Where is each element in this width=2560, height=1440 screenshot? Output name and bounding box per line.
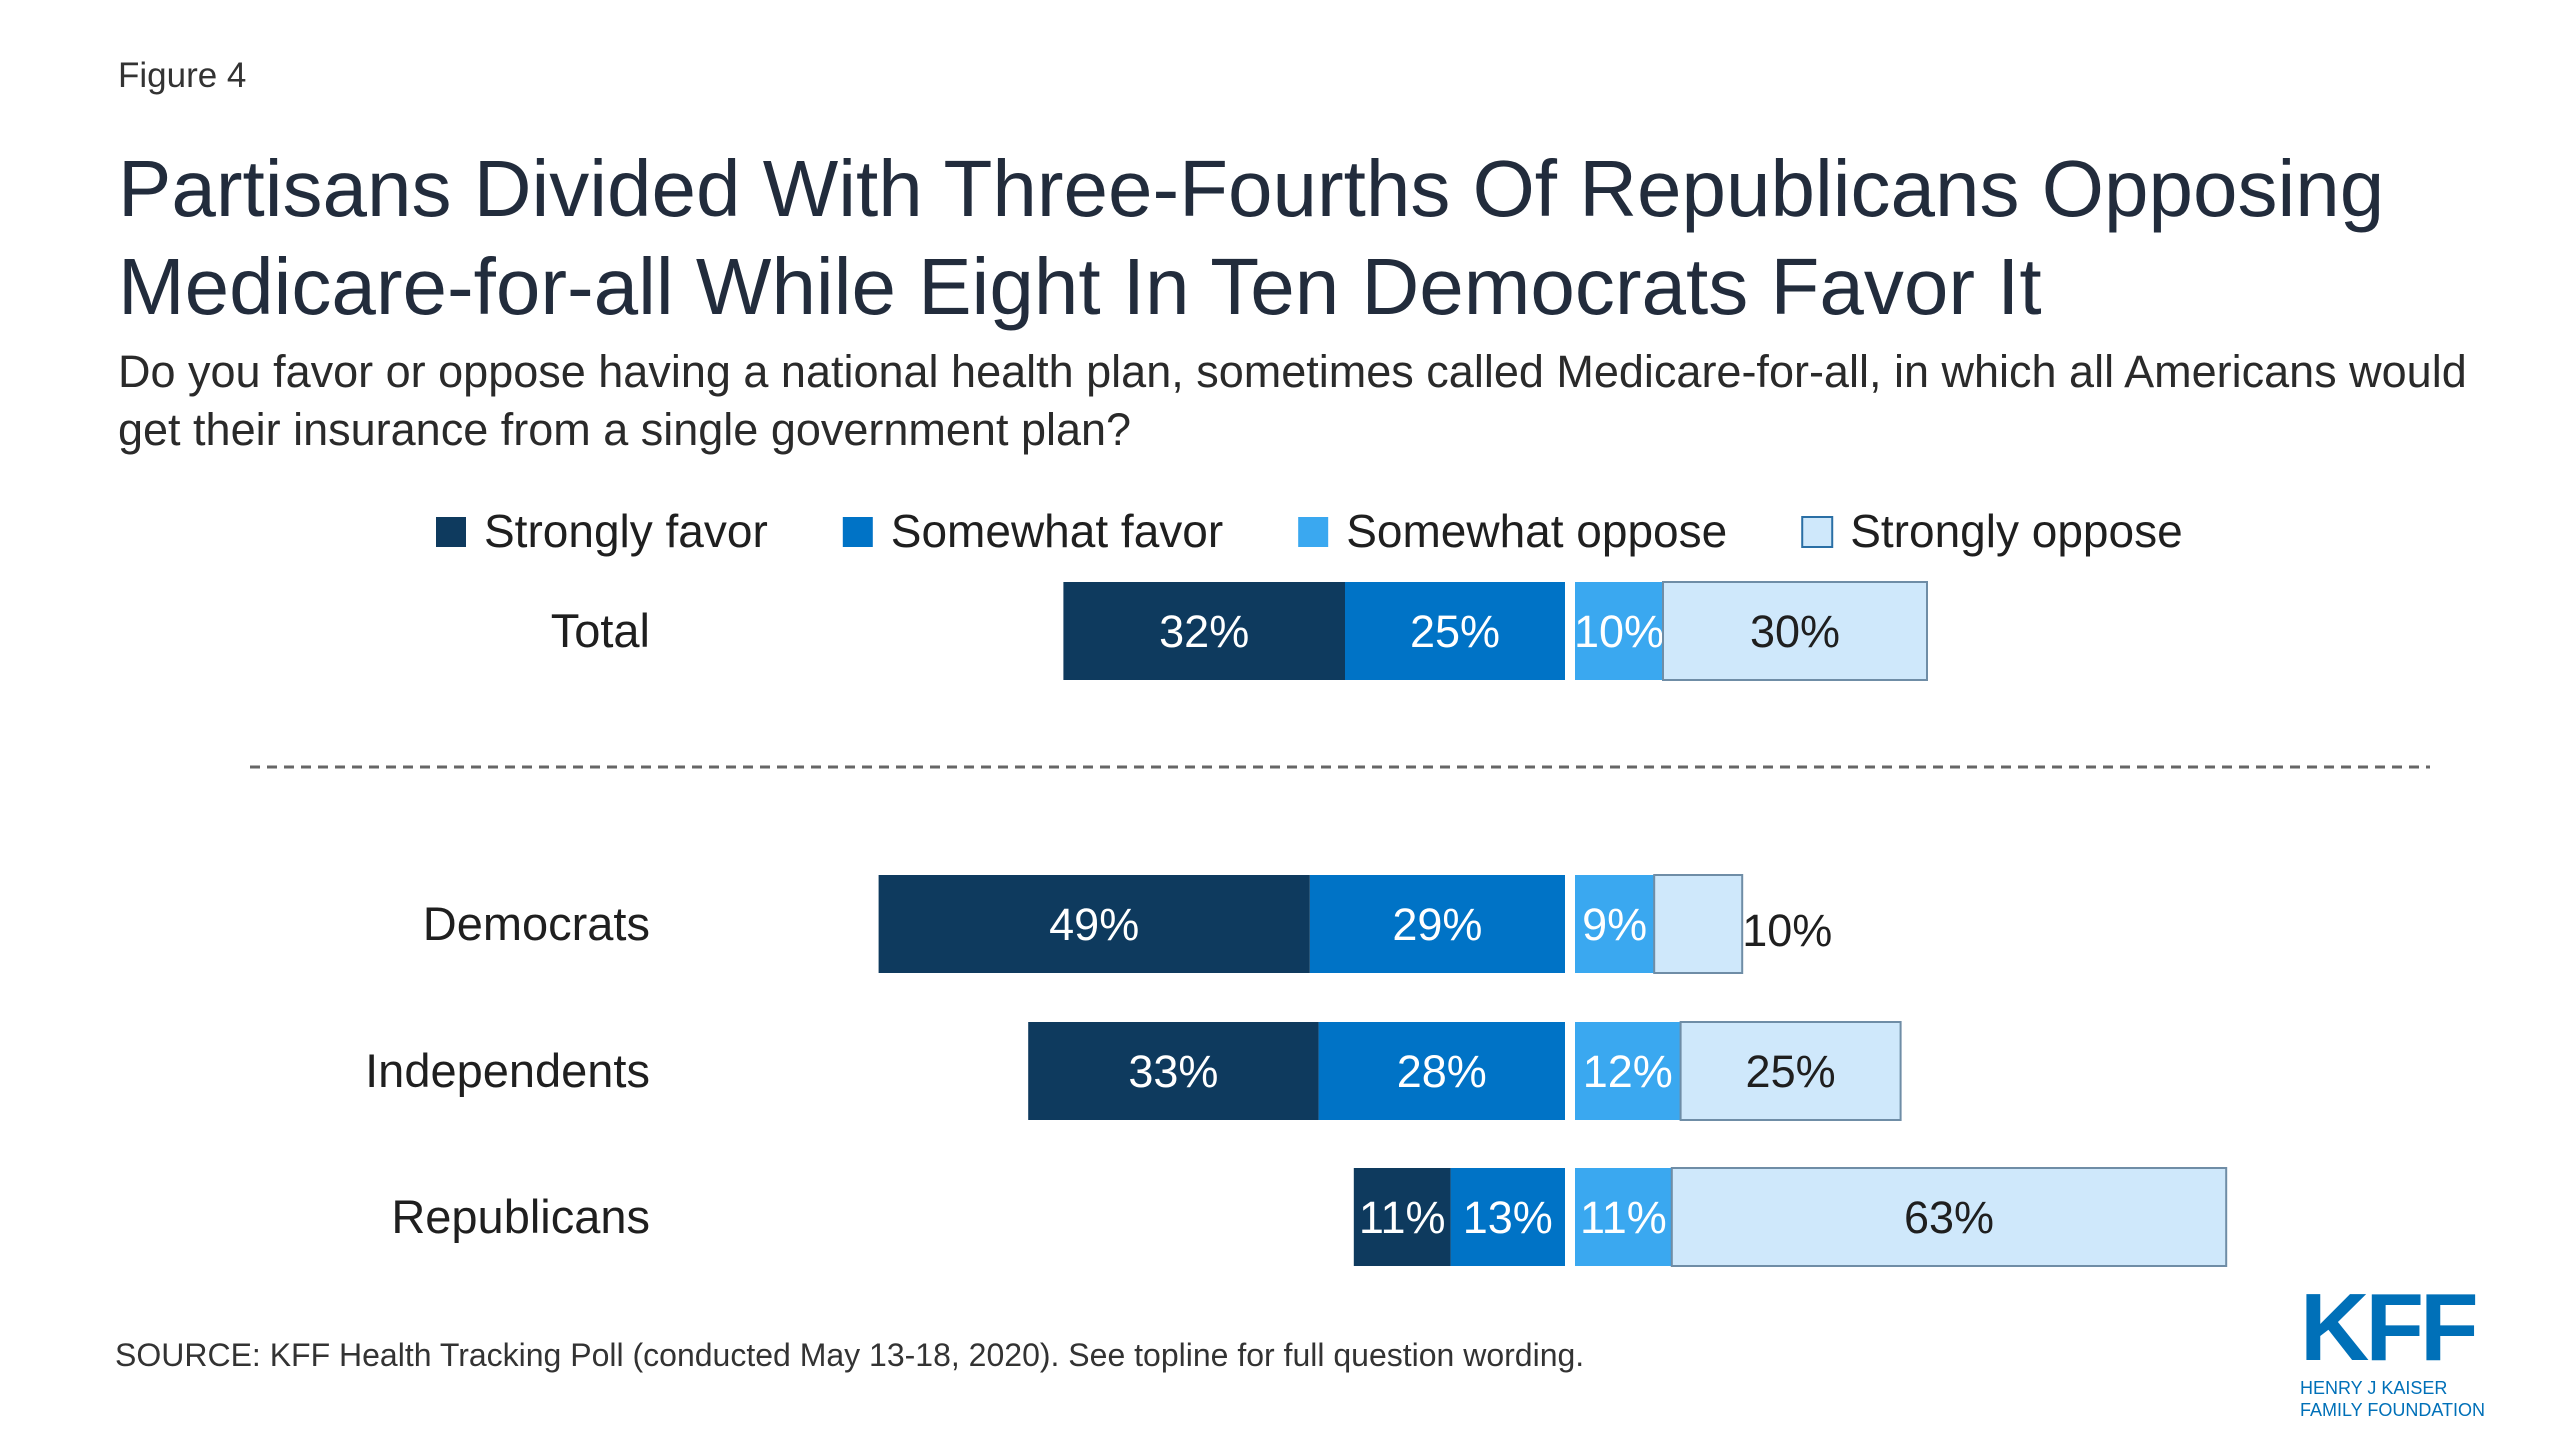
category-label-independents: Independents bbox=[365, 1044, 650, 1097]
data-label-total-strongly-favor: 32% bbox=[1159, 606, 1249, 657]
bar-democrats-somewhat-favor bbox=[1309, 875, 1565, 973]
bar-independents-somewhat-favor bbox=[1318, 1022, 1565, 1120]
data-label-democrats-somewhat-favor: 29% bbox=[1392, 899, 1482, 950]
category-label-republicans: Republicans bbox=[391, 1190, 650, 1243]
data-label-republicans-somewhat-oppose: 11% bbox=[1580, 1192, 1667, 1243]
data-label-independents-strongly-oppose: 25% bbox=[1746, 1046, 1836, 1097]
bar-total-strongly-favor bbox=[1063, 582, 1345, 680]
bar-total-strongly-oppose bbox=[1662, 581, 1928, 681]
bar-republicans-strongly-oppose bbox=[1670, 1167, 2228, 1267]
data-label-total-strongly-oppose: 30% bbox=[1750, 606, 1840, 657]
bar-independents-strongly-favor bbox=[1028, 1022, 1319, 1120]
kff-logo: KFF HENRY J KAISER FAMILY FOUNDATION bbox=[2300, 1274, 2500, 1421]
chart-title: Partisans Divided With Three-Fourths Of … bbox=[118, 144, 2385, 331]
data-label-total-somewhat-favor: 25% bbox=[1410, 606, 1500, 657]
category-label-democrats: Democrats bbox=[423, 897, 650, 950]
bar-independents-somewhat-oppose bbox=[1575, 1022, 1681, 1120]
data-label-independents-somewhat-oppose: 12% bbox=[1583, 1046, 1673, 1097]
diverging-bar-chart: Strongly favor Somewhat favor Somewhat opp… bbox=[250, 505, 2430, 1267]
data-label-independents-strongly-favor: 33% bbox=[1128, 1046, 1218, 1097]
data-label-republicans-strongly-favor: 11% bbox=[1359, 1192, 1446, 1243]
data-label-democrats-strongly-oppose: 10% bbox=[1742, 905, 1832, 956]
kff-logo-line1: HENRY J KAISER bbox=[2300, 1378, 2448, 1398]
bar-independents-strongly-oppose bbox=[1679, 1021, 1902, 1121]
bar-total-somewhat-oppose bbox=[1575, 582, 1663, 680]
legend-label-strongly-favor: Strongly favor bbox=[484, 505, 768, 557]
legend-swatch-strongly-oppose bbox=[1801, 516, 1834, 548]
bar-total-somewhat-favor bbox=[1345, 582, 1565, 680]
bar-republicans-somewhat-favor bbox=[1450, 1168, 1565, 1266]
legend-swatch-strongly-favor bbox=[436, 517, 466, 547]
data-label-total-somewhat-oppose: 10% bbox=[1574, 606, 1664, 657]
data-label-republicans-somewhat-favor: 13% bbox=[1463, 1192, 1553, 1243]
bar-republicans-strongly-favor bbox=[1353, 1168, 1451, 1266]
legend-swatch-somewhat-oppose bbox=[1298, 517, 1329, 547]
data-label-independents-somewhat-favor: 28% bbox=[1397, 1046, 1487, 1097]
data-label-democrats-somewhat-oppose: 9% bbox=[1582, 899, 1647, 950]
legend-label-somewhat-favor: Somewhat favor bbox=[891, 505, 1223, 557]
bar-democrats-somewhat-oppose bbox=[1575, 875, 1655, 973]
kff-logo-line2: FAMILY FOUNDATION bbox=[2300, 1400, 2486, 1420]
data-label-republicans-strongly-oppose: 63% bbox=[1904, 1192, 1994, 1243]
source-note: SOURCE: KFF Health Tracking Poll (conduc… bbox=[115, 1337, 1585, 1373]
legend-label-somewhat-oppose: Somewhat oppose bbox=[1346, 505, 1727, 557]
kff-logo-mark: KFF bbox=[2300, 1274, 2479, 1381]
legend-label-strongly-oppose: Strongly oppose bbox=[1850, 505, 2182, 557]
bar-democrats-strongly-oppose bbox=[1653, 874, 1744, 974]
legend-swatch-somewhat-favor bbox=[842, 517, 873, 547]
bar-democrats-strongly-favor bbox=[878, 875, 1310, 973]
chart-subtitle: Do you favor or oppose having a national… bbox=[118, 346, 2467, 455]
bar-republicans-somewhat-oppose bbox=[1575, 1168, 1672, 1266]
figure-label: Figure 4 bbox=[118, 56, 247, 95]
data-label-democrats-strongly-favor: 49% bbox=[1049, 899, 1139, 950]
category-label-total: Total bbox=[551, 604, 650, 657]
